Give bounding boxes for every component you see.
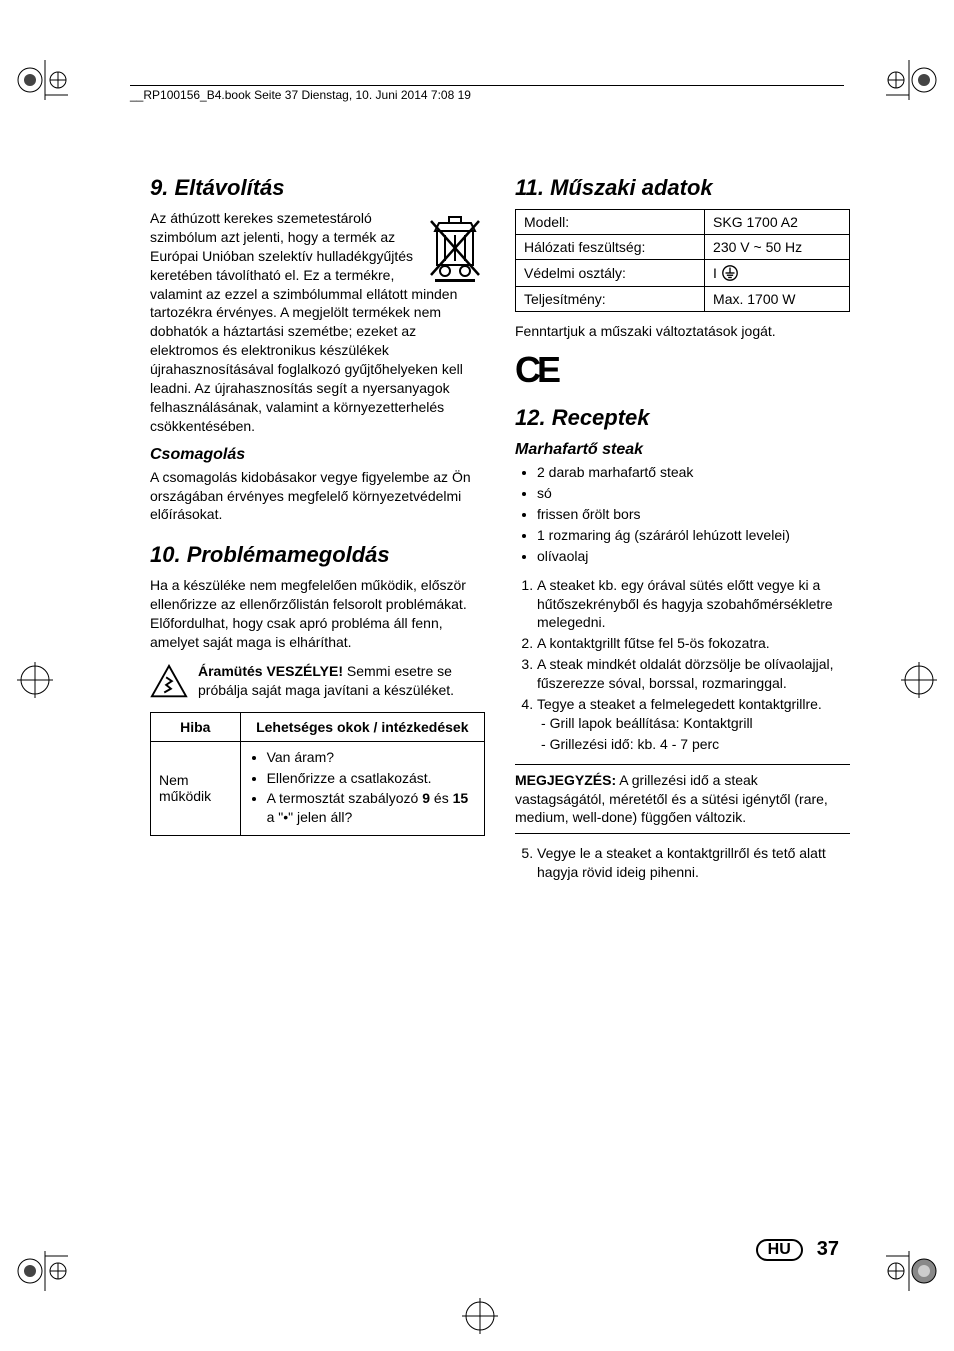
th-causes: Lehetséges okok / intézkedések <box>240 712 484 741</box>
list-item: A kontaktgrillt fűtse fel 5-ös fokozatra… <box>537 634 850 653</box>
step-list-continued: Vegye le a steaket a kontaktgrillről és … <box>515 844 850 882</box>
list-item: Grillezési idő: kb. 4 - 7 perc <box>555 735 850 754</box>
ce-mark-icon: CE <box>515 349 850 391</box>
list-item: A steak mindkét oldalát dörzsölje be olí… <box>537 655 850 693</box>
protection-class-text: I <box>713 265 717 281</box>
troubleshoot-table: Hiba Lehetséges okok / intézkedések Nem … <box>150 712 485 837</box>
table-row: Teljesítmény:Max. 1700 W <box>516 287 850 312</box>
warning-box: Áramütés VESZÉLYE! Semmi esetre se próbá… <box>150 662 485 700</box>
page-number: 37 <box>817 1238 839 1261</box>
language-badge: HU <box>756 1239 803 1261</box>
packaging-paragraph: A csomagolás kidobásakor vegye figyelemb… <box>150 468 485 525</box>
list-item: só <box>537 484 850 503</box>
list-item: Ellenőrizze a csatlakozást. <box>267 769 476 788</box>
step-list: A steaket kb. egy órával sütés előtt veg… <box>515 576 850 754</box>
warning-triangle-icon <box>150 664 188 698</box>
table-row: Hálózati feszültség:230 V ~ 50 Hz <box>516 235 850 260</box>
ingredient-list: 2 darab marhafartő steak só frissen őröl… <box>515 463 850 565</box>
recipe-note: MEGJEGYZÉS: A grillezési idő a steak vas… <box>515 764 850 835</box>
list-item: Grill lapok beállítása: Kontaktgrill <box>555 714 850 733</box>
list-item: olívaolaj <box>537 547 850 566</box>
th-problem: Hiba <box>151 712 241 741</box>
table-row: Nem működik Van áram? Ellenőrizze a csat… <box>151 741 485 836</box>
spec-key: Teljesítmény: <box>516 287 705 312</box>
spec-value: I <box>705 260 850 287</box>
right-column: 11. Műszaki adatok Modell:SKG 1700 A2 Há… <box>515 175 850 884</box>
spec-table: Modell:SKG 1700 A2 Hálózati feszültség:2… <box>515 209 850 312</box>
crop-mark-icon <box>10 1241 70 1301</box>
registration-target-icon <box>899 660 939 700</box>
cell-problem: Nem működik <box>151 741 241 836</box>
print-header: __RP100156_B4.book Seite 37 Dienstag, 10… <box>130 85 844 102</box>
list-item: A termosztát szabályozó 9 és 15 a "•" je… <box>267 789 476 827</box>
spec-key: Védelmi osztály: <box>516 260 705 287</box>
recipe-title: Marhafartő steak <box>515 441 850 459</box>
spec-key: Hálózati feszültség: <box>516 235 705 260</box>
list-item: Vegye le a steaket a kontaktgrillről és … <box>537 844 850 882</box>
list-item: Tegye a steaket a felmelegedett kontaktg… <box>537 695 850 754</box>
list-item: frissen őrölt bors <box>537 505 850 524</box>
registration-target-icon <box>15 660 55 700</box>
list-item: 2 darab marhafartő steak <box>537 463 850 482</box>
table-row: Modell:SKG 1700 A2 <box>516 210 850 235</box>
spec-value: 230 V ~ 50 Hz <box>705 235 850 260</box>
section-12-title: 12. Receptek <box>515 405 850 431</box>
list-item: 1 rozmaring ág (száráról lehúzott levele… <box>537 526 850 545</box>
spec-key: Modell: <box>516 210 705 235</box>
spec-value: Max. 1700 W <box>705 287 850 312</box>
crop-mark-icon <box>884 1241 944 1301</box>
table-row: Hiba Lehetséges okok / intézkedések <box>151 712 485 741</box>
spec-value: SKG 1700 A2 <box>705 210 850 235</box>
section-11-title: 11. Műszaki adatok <box>515 175 850 201</box>
section-9-title: 9. Eltávolítás <box>150 175 485 201</box>
warning-text: Áramütés VESZÉLYE! Semmi esetre se próbá… <box>198 662 485 700</box>
weee-bin-icon <box>425 213 485 283</box>
troubleshoot-intro: Ha a készüléke nem megfelelően működik, … <box>150 576 485 652</box>
crop-mark-icon <box>884 50 944 110</box>
cell-causes: Van áram? Ellenőrizze a csatlakozást. A … <box>240 741 484 836</box>
list-item: A steaket kb. egy órával sütés előtt veg… <box>537 576 850 633</box>
page-footer: HU 37 <box>756 1238 839 1261</box>
list-item: Van áram? <box>267 748 476 767</box>
registration-target-icon <box>460 1296 500 1336</box>
earth-symbol-icon <box>721 264 739 282</box>
table-row: Védelmi osztály: I <box>516 260 850 287</box>
crop-mark-icon <box>10 50 70 110</box>
packaging-title: Csomagolás <box>150 446 485 464</box>
section-10-title: 10. Problémamegoldás <box>150 542 485 568</box>
left-column: 9. Eltávolítás <box>150 175 485 884</box>
spec-note: Fenntartjuk a műszaki változtatások jogá… <box>515 322 850 341</box>
